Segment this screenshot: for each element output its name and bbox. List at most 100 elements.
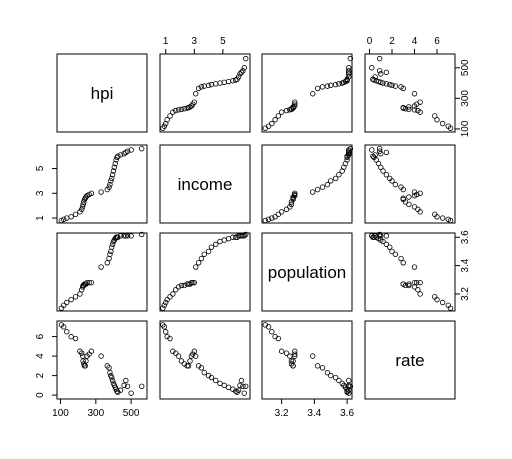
data-point [319, 84, 326, 90]
data-point [139, 146, 145, 152]
tick-label: 3 [192, 36, 198, 47]
panel-hpi-vs-hpi: hpi [56, 53, 148, 133]
data-point [112, 160, 118, 167]
data-point [432, 211, 438, 218]
data-point [163, 329, 169, 335]
tick-label: 1 [35, 215, 46, 221]
data-point [167, 294, 173, 300]
data-point [170, 291, 176, 297]
data-point [198, 255, 205, 262]
data-point [68, 333, 74, 340]
panel-frame [56, 144, 148, 224]
tick-label: 300 [460, 90, 471, 107]
data-point [175, 284, 182, 290]
data-point [213, 81, 219, 87]
variable-label-rate: rate [395, 351, 424, 370]
data-point [110, 168, 117, 174]
data-point [107, 369, 113, 376]
data-point [124, 233, 131, 239]
data-point [269, 120, 275, 127]
data-point [213, 377, 219, 384]
data-point [406, 201, 412, 208]
data-point [275, 211, 282, 218]
data-point [68, 214, 74, 220]
data-point [190, 279, 196, 286]
data-point [235, 387, 242, 393]
data-point [328, 372, 334, 379]
tick-label: 0 [35, 392, 46, 398]
data-point [310, 353, 316, 359]
data-point [178, 282, 185, 289]
data-point [369, 147, 375, 153]
data-point [106, 365, 112, 371]
data-point [383, 149, 390, 156]
data-point [167, 335, 173, 342]
tick-label: 3.6 [340, 408, 354, 419]
data-point [275, 113, 282, 119]
data-point [415, 287, 421, 293]
data-point [389, 82, 395, 89]
data-point [191, 279, 197, 286]
data-point [64, 299, 70, 306]
tick-label: 0 [367, 36, 373, 47]
data-point [406, 104, 412, 110]
data-point [72, 335, 79, 342]
data-point [292, 190, 298, 196]
data-point [439, 215, 446, 221]
data-point [314, 85, 321, 92]
data-point [160, 305, 166, 311]
data-point [117, 152, 124, 158]
panel-rate-vs-hpi [56, 320, 148, 400]
data-point [106, 255, 112, 262]
data-point [292, 101, 298, 107]
panel-population-vs-population: population [261, 232, 353, 312]
data-point [265, 216, 272, 222]
data-point [109, 377, 116, 384]
data-point [328, 178, 334, 184]
tick-label: 3.2 [460, 287, 471, 301]
panel-income-vs-hpi [56, 144, 148, 224]
panel-population-vs-rate [364, 231, 456, 312]
data-point [237, 71, 243, 77]
data-point [88, 190, 95, 196]
data-point [121, 382, 127, 389]
tick-label: 300 [87, 408, 104, 419]
data-point [417, 279, 423, 286]
data-point [235, 74, 242, 80]
data-point [278, 348, 285, 354]
data-point [417, 190, 423, 196]
data-point [233, 388, 239, 394]
panel-frame [261, 53, 353, 133]
data-point [288, 358, 295, 364]
data-point [187, 358, 193, 364]
data-point [201, 83, 207, 89]
data-point [124, 383, 131, 390]
data-point [83, 281, 89, 287]
data-point [237, 382, 243, 389]
data-point [178, 106, 185, 113]
data-point [445, 216, 451, 222]
data-point [411, 91, 418, 97]
data-point [292, 348, 298, 354]
panel-frame [159, 232, 251, 312]
data-point [187, 104, 193, 110]
data-point [217, 380, 223, 387]
data-point [347, 383, 354, 390]
data-point [86, 279, 92, 286]
data-point [79, 353, 86, 359]
data-point [108, 178, 114, 184]
data-point [61, 216, 67, 222]
data-point [346, 71, 352, 77]
data-point [79, 350, 85, 356]
data-point [221, 79, 227, 85]
x-axis-bottom-hpi: 100 300 500 [52, 399, 140, 419]
data-point [432, 113, 438, 119]
x-axis-top-rate: 0 2 4 6 [367, 36, 440, 54]
data-point [107, 251, 113, 257]
data-point [310, 91, 316, 97]
panel-population-vs-income [159, 231, 251, 312]
data-point [400, 195, 406, 201]
data-point [114, 154, 120, 161]
data-point [161, 302, 167, 309]
